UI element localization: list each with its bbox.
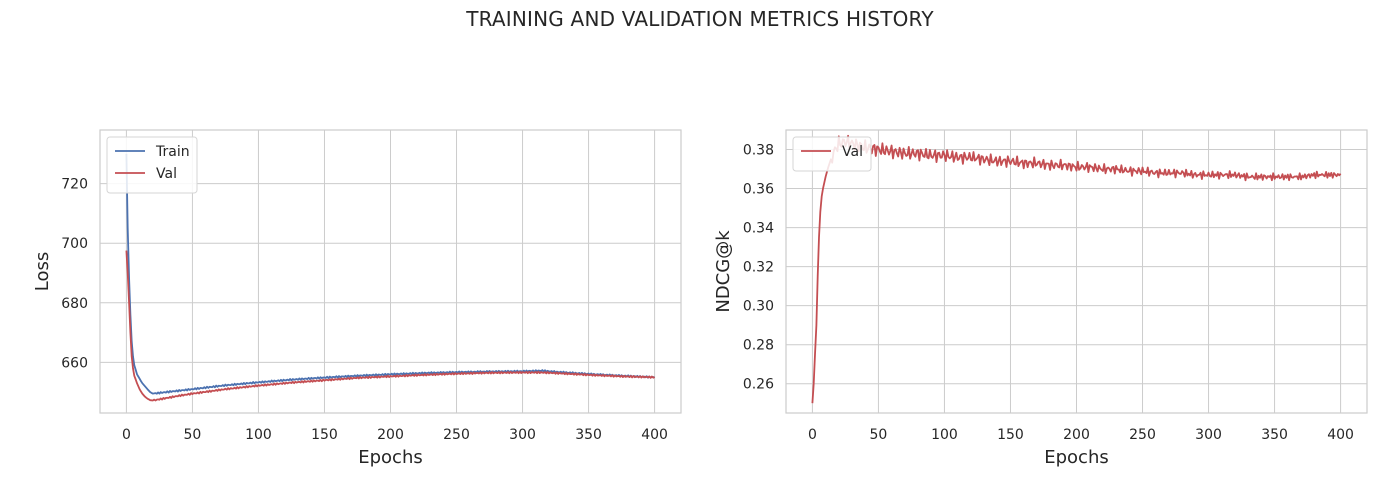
legend-box: [792, 136, 872, 172]
plot-frame: [99, 129, 682, 414]
legend-label-val: Val: [842, 144, 863, 160]
x-tick-label: 350: [575, 427, 602, 443]
y-tick-label: 0.28: [743, 338, 774, 354]
x-tick-label: 50: [870, 427, 888, 443]
y-axis-label: NDCG@k: [713, 230, 734, 313]
x-tick-label: 400: [1327, 427, 1354, 443]
y-tick-label: 0.36: [743, 182, 774, 198]
x-tick-label: 150: [311, 427, 338, 443]
x-tick-label: 200: [377, 427, 404, 443]
x-tick-label: 100: [931, 427, 958, 443]
figure-title: TRAINING AND VALIDATION METRICS HISTORY: [466, 7, 934, 31]
legend-label-train: Train: [155, 144, 190, 160]
x-tick-label: 0: [808, 427, 817, 443]
x-axis-label: Epochs: [358, 447, 423, 468]
x-tick-label: 250: [443, 427, 470, 443]
y-tick-label: 0.34: [743, 221, 774, 237]
x-tick-label: 150: [997, 427, 1024, 443]
y-axis-label: Loss: [32, 252, 53, 291]
x-tick-label: 0: [122, 427, 131, 443]
x-tick-label: 300: [1195, 427, 1222, 443]
x-tick-label: 300: [509, 427, 536, 443]
y-tick-label: 700: [61, 236, 88, 252]
plot-frame: [785, 129, 1368, 414]
y-tick-label: 0.26: [743, 377, 774, 393]
series-line-val: [125, 250, 656, 402]
chart-panel-2: 0 50 100 150 200 250 300 350 400 0.26 0.28 0.30 0.32…: [713, 129, 1368, 468]
x-tick-label: 350: [1261, 427, 1288, 443]
y-tick-label: 0.30: [743, 299, 774, 315]
legend-label-val: Val: [156, 166, 177, 182]
x-tick-label: 100: [245, 427, 272, 443]
x-axis-label: Epochs: [1044, 447, 1109, 468]
y-tick-label: 0.38: [743, 143, 774, 159]
y-tick-label: 0.32: [743, 260, 774, 276]
x-tick-label: 400: [641, 427, 668, 443]
x-tick-label: 200: [1063, 427, 1090, 443]
y-tick-label: 680: [61, 296, 88, 312]
series-line-val: [811, 134, 1342, 404]
y-tick-label: 660: [61, 355, 88, 371]
x-tick-label: 50: [184, 427, 202, 443]
chart-panel-1: 0 50 100 150 200 250 300 350 400 660 680 700 720 Epoc…: [32, 129, 682, 468]
y-tick-label: 720: [61, 177, 88, 193]
x-tick-label: 250: [1129, 427, 1156, 443]
